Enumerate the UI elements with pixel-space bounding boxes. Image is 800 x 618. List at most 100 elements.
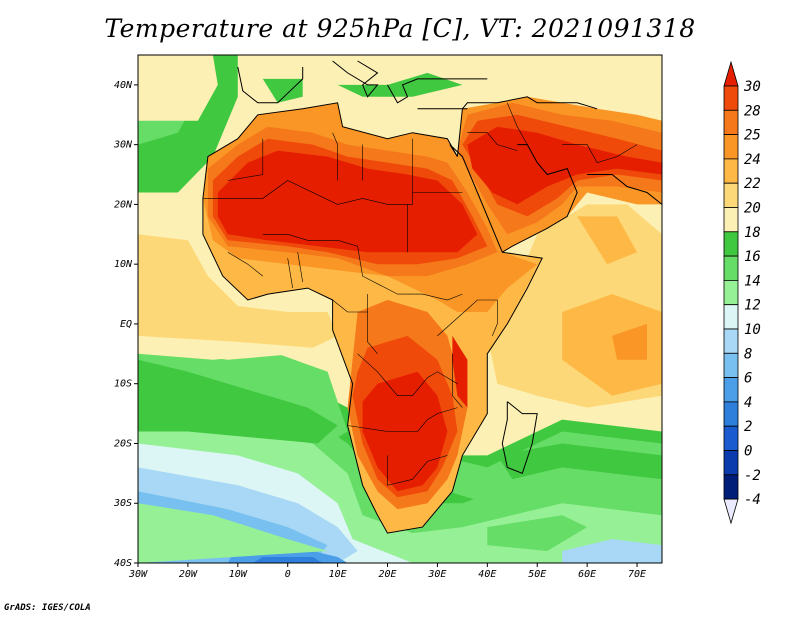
colorbar-swatch — [723, 450, 739, 476]
coastlines — [202, 60, 662, 534]
colorbar-label: 18 — [744, 225, 761, 241]
temperature-contour — [497, 443, 662, 480]
temperature-contour — [252, 557, 323, 563]
colorbar-label: 2 — [744, 419, 752, 435]
temperature-contour — [262, 78, 303, 103]
colorbar-swatch — [723, 134, 739, 160]
colorbar-swatch — [723, 377, 739, 403]
country-border — [347, 407, 458, 432]
temperature-contour — [138, 359, 338, 444]
colorbar-top-arrow — [723, 60, 739, 87]
lat-tick-label: 20S — [114, 438, 132, 449]
colorbar-label: 4 — [744, 395, 752, 411]
colorbar-swatch — [723, 255, 739, 281]
temperature-contour — [452, 335, 468, 408]
temperature-field — [138, 55, 662, 563]
colorbar-label: 0 — [744, 444, 752, 460]
colorbar-label: 14 — [744, 273, 761, 289]
country-border — [202, 180, 463, 205]
colorbar-swatch — [723, 352, 739, 378]
colorbar-swatch — [723, 304, 739, 330]
temperature-contour — [138, 503, 328, 563]
temperature-contour — [562, 294, 662, 396]
country-border — [227, 138, 264, 181]
country-border — [227, 251, 263, 277]
colorbar-label: 16 — [744, 249, 761, 265]
country-border — [467, 132, 518, 151]
country-border — [332, 299, 368, 313]
lat-tick-label: 40S — [114, 558, 132, 569]
temperature-contour — [612, 323, 647, 360]
colorbar-label: 6 — [744, 371, 752, 387]
colorbar-swatch — [723, 109, 739, 136]
colorbar-swatch — [723, 231, 739, 257]
colorbar-swatch — [723, 279, 739, 306]
lat-tick-label: 30S — [113, 498, 132, 509]
plot-frame — [137, 54, 663, 564]
lon-tick-label: 70E — [628, 569, 646, 580]
lat-tick-label: EQ — [120, 319, 132, 330]
lon-tick-label: 30W — [128, 569, 148, 580]
coastline — [456, 96, 598, 157]
temperature-contour — [577, 216, 637, 265]
temperature-contour — [562, 539, 662, 563]
colorbar-label: 22 — [744, 176, 761, 192]
colorbar-label: 8 — [744, 346, 752, 362]
country-border — [452, 353, 463, 408]
colorbar-swatch — [723, 158, 739, 184]
map-title: Temperature at 925hPa [C], VT: 202109131… — [104, 14, 696, 43]
temperature-contour — [138, 234, 338, 348]
colorbar-swatch — [723, 474, 739, 500]
country-border — [287, 258, 293, 289]
temperature-contour — [467, 126, 662, 205]
temperature-contour — [138, 55, 218, 121]
colorbar-swatch — [723, 328, 739, 354]
colorbar-bottom-arrow — [723, 498, 739, 525]
temperature-contour — [487, 515, 588, 551]
country-border — [332, 132, 338, 181]
country-border — [297, 252, 303, 283]
colorbar-swatch — [723, 207, 739, 233]
lat-tick-label: 20N — [114, 199, 133, 210]
coastline — [587, 174, 662, 205]
grads-credit: GrADS: IGES/COLA — [4, 603, 91, 613]
colorbar-swatch — [723, 85, 739, 111]
country-border — [262, 234, 463, 301]
colorbar-swatch — [723, 425, 739, 451]
country-border — [562, 144, 638, 163]
lat-tick-label: 10S — [114, 379, 132, 390]
colorbar-label: 20 — [744, 201, 761, 217]
colorbar-swatch — [723, 401, 739, 427]
coastline — [387, 78, 488, 104]
lat-tick-label: 30N — [113, 140, 133, 151]
colorbar-label: 28 — [744, 103, 761, 119]
colorbar-label: 10 — [744, 322, 761, 338]
colorbar-label: 24 — [744, 152, 761, 168]
coastline — [501, 401, 538, 475]
lat-tick-label: 10N — [114, 259, 133, 270]
country-border — [387, 455, 448, 486]
lon-tick-label: 10W — [229, 569, 248, 580]
lon-tick-label: 20E — [378, 569, 396, 580]
lon-tick-label: 30E — [427, 569, 446, 580]
coastline — [202, 102, 543, 534]
country-border — [507, 102, 528, 145]
coastline — [237, 66, 304, 104]
lon-tick-label: 0 — [285, 569, 291, 580]
colorbar-label: -4 — [744, 492, 761, 508]
colorbar-label: 25 — [744, 128, 761, 144]
lon-tick-label: 60E — [578, 569, 596, 580]
colorbar-label: -2 — [744, 468, 761, 484]
country-border — [437, 299, 498, 337]
lon-tick-label: 40E — [478, 569, 496, 580]
country-border — [357, 353, 458, 397]
lon-tick-label: 10E — [329, 569, 347, 580]
colorbar-label: 12 — [744, 298, 761, 314]
lat-tick-label: 40N — [114, 80, 133, 91]
coastline — [332, 60, 379, 98]
coastline — [502, 144, 578, 253]
lon-tick-label: 50E — [528, 569, 546, 580]
colorbar-swatch — [723, 182, 739, 208]
